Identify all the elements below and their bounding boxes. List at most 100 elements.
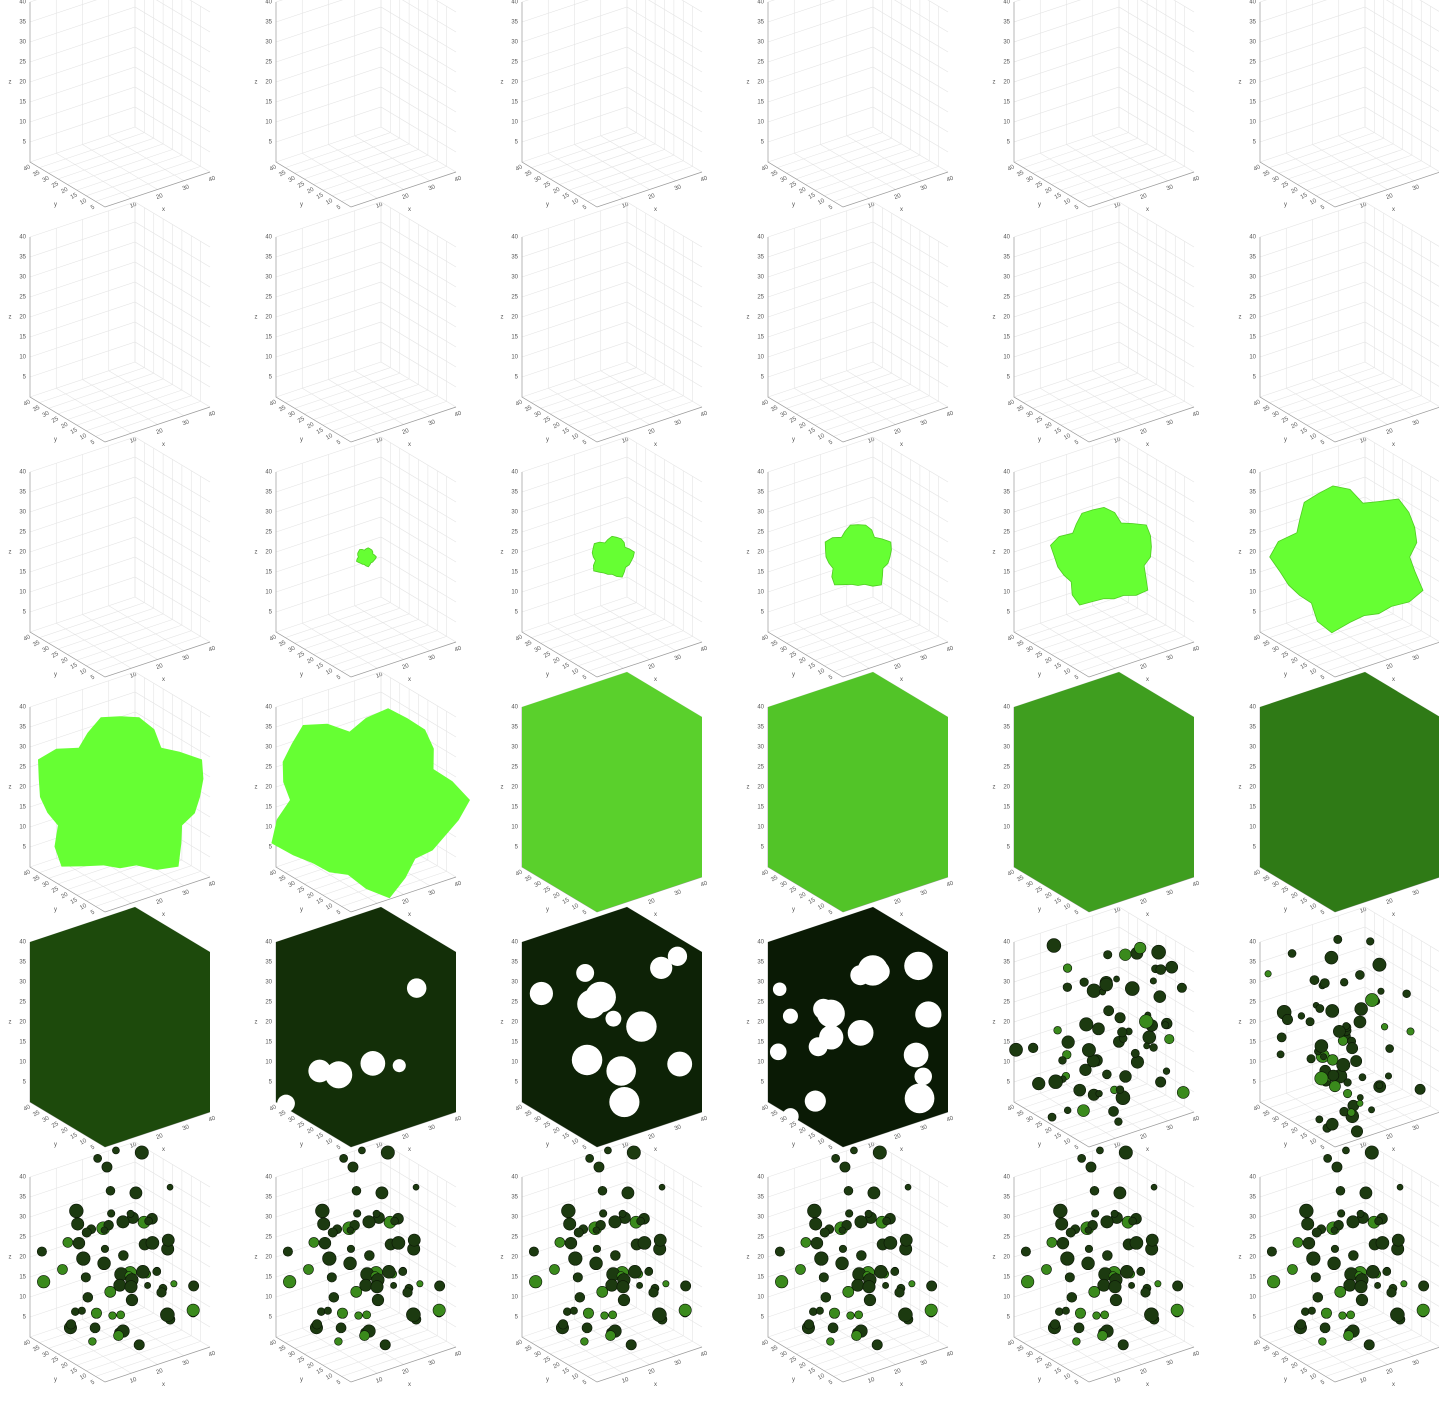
- cluster: [625, 1339, 637, 1351]
- grid-line: [1042, 1083, 1148, 1120]
- y-tick-label: 10: [325, 1373, 334, 1382]
- y-tick-label: 30: [1026, 175, 1035, 184]
- axis-line: [521, 2, 703, 208]
- y-tick-label: 10: [325, 668, 334, 677]
- z-tick-label: 30: [757, 980, 764, 986]
- cluster: [1103, 1005, 1115, 1017]
- cluster: [561, 1203, 576, 1219]
- y-tick-label: 15: [1300, 1132, 1309, 1141]
- cluster: [372, 1209, 381, 1218]
- z-tick-label: 10: [757, 120, 764, 126]
- z-tick-label: 35: [1249, 725, 1256, 731]
- z-tick-label: 5: [515, 1080, 519, 1086]
- x-tick-label: 20: [1386, 1368, 1395, 1376]
- cluster: [1032, 1077, 1046, 1091]
- z-tick-label: 20: [511, 785, 518, 791]
- y-tick-label: 25: [297, 181, 306, 190]
- grid-line: [275, 1201, 457, 1248]
- void: [529, 981, 553, 1006]
- panel: 51015202530354051015202530354010203040zy…: [747, 201, 955, 448]
- z-tick-label: 40: [19, 235, 26, 241]
- cluster: [1287, 1264, 1298, 1275]
- cluster: [1414, 1083, 1426, 1095]
- cluster: [315, 1203, 330, 1219]
- panel: 51015202530354051015202530354010203040zy…: [993, 1141, 1201, 1388]
- y-axis-label: y: [546, 437, 549, 443]
- volume-blob: [824, 524, 892, 587]
- axis-line: [1259, 237, 1439, 443]
- cluster: [1330, 1244, 1339, 1253]
- z-tick-label: 10: [1249, 1060, 1256, 1066]
- grid-line: [1070, 630, 1176, 667]
- void: [667, 1051, 693, 1077]
- cluster: [1368, 1106, 1375, 1114]
- y-tick-label: 15: [70, 427, 79, 436]
- x-tick-label: 20: [156, 193, 165, 201]
- y-tick-label: 35: [1262, 875, 1271, 884]
- y-tick-label: 5: [1074, 674, 1080, 681]
- y-tick-label: 10: [325, 1138, 334, 1147]
- x-tick-label: 20: [156, 663, 165, 671]
- z-tick-label: 10: [19, 1295, 26, 1301]
- z-tick-label: 20: [511, 550, 518, 556]
- x-tick-label: 40: [1192, 1350, 1201, 1358]
- y-tick-label: 20: [60, 1126, 69, 1135]
- z-tick-label: 30: [19, 275, 26, 281]
- y-tick-label: 40: [269, 164, 278, 173]
- z-axis-label: z: [501, 1020, 504, 1026]
- grid-line: [275, 281, 457, 328]
- z-tick-label: 5: [269, 610, 273, 616]
- z-tick-label: 40: [511, 1175, 518, 1181]
- cluster: [1079, 1017, 1094, 1032]
- cluster: [883, 1236, 898, 1250]
- volume-blob: [38, 716, 204, 870]
- cluster: [1041, 1264, 1052, 1275]
- y-tick-label: 10: [79, 668, 88, 677]
- cluster: [1053, 1203, 1068, 1219]
- grid-line: [796, 143, 902, 180]
- y-tick-label: 15: [1054, 662, 1063, 671]
- cluster: [186, 1303, 200, 1317]
- cluster: [1084, 1244, 1093, 1253]
- y-axis-label: y: [546, 202, 549, 208]
- y-tick-label: 25: [1281, 416, 1290, 425]
- axis-line: [1013, 237, 1195, 443]
- cluster: [1102, 1069, 1112, 1080]
- z-tick-label: 30: [1249, 1215, 1256, 1221]
- x-axis-label: x: [654, 442, 657, 448]
- z-axis-label: z: [255, 1255, 258, 1261]
- grid-line: [1259, 1141, 1439, 1187]
- grid-line: [1259, 1261, 1439, 1307]
- z-axis-label: z: [993, 785, 996, 791]
- cluster: [1295, 1319, 1307, 1330]
- y-tick-label: 30: [780, 1115, 789, 1124]
- cluster: [1377, 987, 1385, 995]
- grid-line: [29, 0, 211, 33]
- z-tick-label: 15: [19, 335, 26, 341]
- cluster: [585, 1154, 594, 1163]
- y-tick-label: 40: [1253, 634, 1262, 643]
- z-tick-label: 10: [511, 355, 518, 361]
- cluster: [1130, 1055, 1144, 1069]
- cluster: [343, 1256, 357, 1271]
- grid-line: [1013, 596, 1120, 633]
- grid-line: [275, 26, 457, 73]
- y-axis-label: y: [1284, 907, 1287, 913]
- y-axis-label: y: [792, 672, 795, 678]
- y-tick-label: 10: [1063, 1373, 1072, 1382]
- cluster: [1092, 1311, 1101, 1320]
- cluster: [1089, 1186, 1100, 1196]
- y-tick-label: 25: [51, 416, 60, 425]
- x-tick-label: 20: [156, 898, 165, 906]
- x-axis-label: x: [162, 207, 165, 213]
- grid-line: [275, 126, 382, 163]
- y-tick-label: 15: [562, 427, 571, 436]
- cluster: [652, 1307, 667, 1323]
- y-tick-label: 20: [1044, 421, 1053, 430]
- grid-line: [304, 143, 410, 180]
- grid-line: [67, 384, 173, 420]
- cluster: [1077, 1104, 1090, 1117]
- z-tick-label: 5: [761, 845, 765, 851]
- cluster: [1082, 1043, 1096, 1057]
- cluster: [412, 1183, 420, 1191]
